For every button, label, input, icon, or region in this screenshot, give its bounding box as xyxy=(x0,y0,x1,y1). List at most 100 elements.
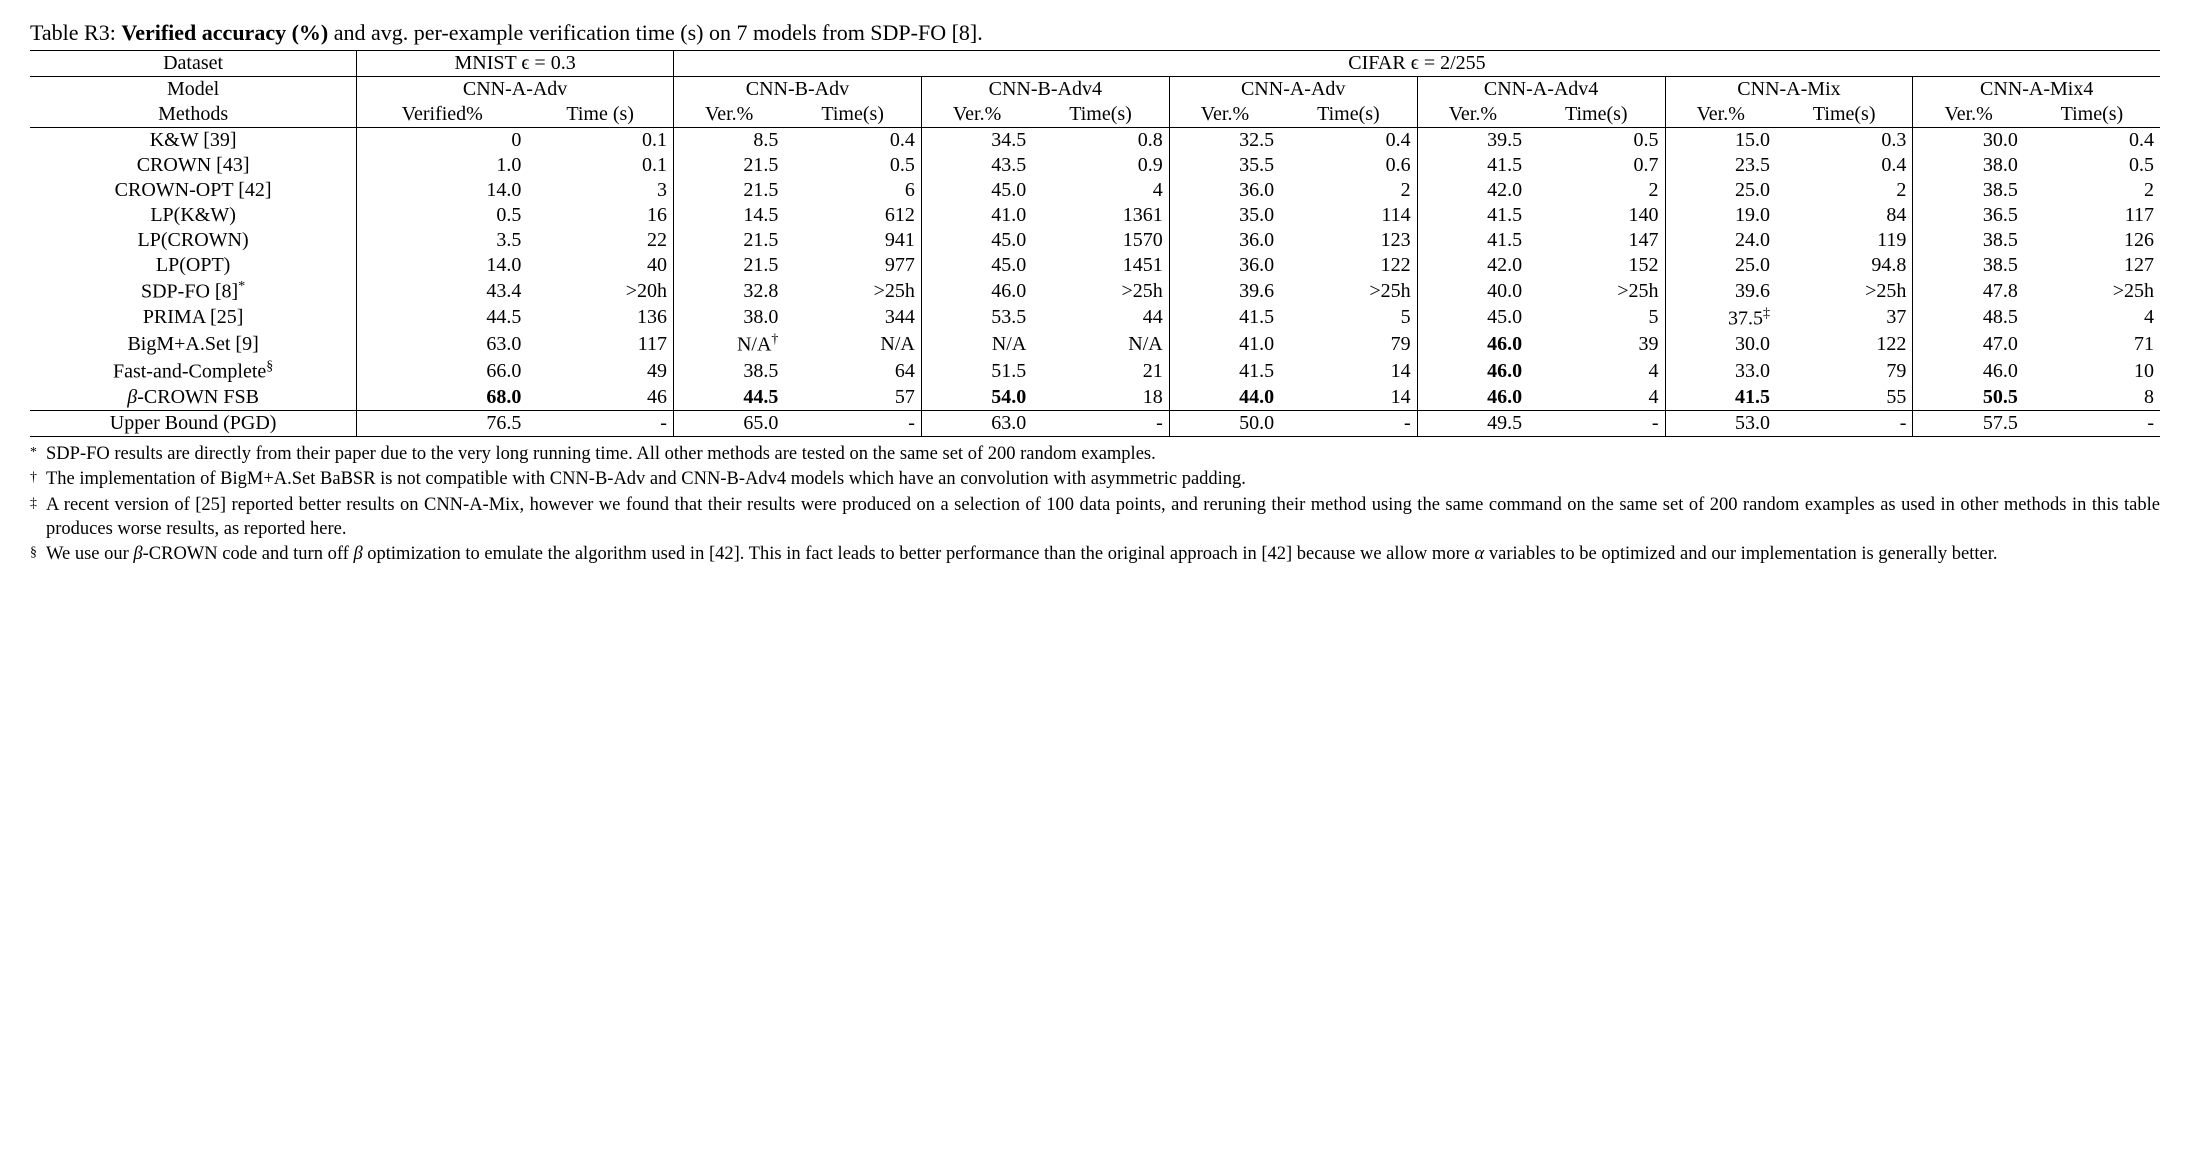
method-name: LP(OPT) xyxy=(30,253,357,278)
cell: 3.5 xyxy=(357,228,528,253)
cell: 41.0 xyxy=(1169,331,1280,358)
cell: 46.0 xyxy=(1913,358,2024,385)
cell: 3 xyxy=(527,178,673,203)
cell: 41.5 xyxy=(1169,358,1280,385)
cell: 0.6 xyxy=(1280,153,1417,178)
sub-ver-2: Ver.% xyxy=(921,102,1032,128)
cell: 32.5 xyxy=(1169,128,1280,154)
cell: 46 xyxy=(527,385,673,411)
sub-time-3: Time(s) xyxy=(1280,102,1417,128)
cell: 14.5 xyxy=(673,203,784,228)
cell: >25h xyxy=(784,278,921,305)
cell: 2 xyxy=(1776,178,1913,203)
cell: 34.5 xyxy=(921,128,1032,154)
results-table: Dataset MNIST ϵ = 0.3 CIFAR ϵ = 2/255 Mo… xyxy=(30,50,2160,437)
footnote-mark: † xyxy=(30,468,46,492)
footnote-mark: § xyxy=(30,543,46,567)
cell: 21.5 xyxy=(673,153,784,178)
cell: 0.5 xyxy=(1528,128,1665,154)
cell: 66.0 xyxy=(357,358,528,385)
cell: 94.8 xyxy=(1776,253,1913,278)
cell: 36.0 xyxy=(1169,178,1280,203)
cell: 117 xyxy=(2024,203,2160,228)
cell: 49 xyxy=(527,358,673,385)
cell: 36.0 xyxy=(1169,228,1280,253)
cell: 79 xyxy=(1280,331,1417,358)
cell: 38.5 xyxy=(1913,228,2024,253)
method-name: LP(K&W) xyxy=(30,203,357,228)
cell: 38.5 xyxy=(673,358,784,385)
cell: 71 xyxy=(2024,331,2160,358)
cell: 64 xyxy=(784,358,921,385)
footnote-mark: ‡ xyxy=(30,494,46,541)
cell: 79 xyxy=(1776,358,1913,385)
footnote-text: A recent version of [25] reported better… xyxy=(46,494,2160,541)
cell: 122 xyxy=(1280,253,1417,278)
cell: 4 xyxy=(1528,358,1665,385)
cell: 0.1 xyxy=(527,153,673,178)
cell: 16 xyxy=(527,203,673,228)
sub-ver-0: Verified% xyxy=(357,102,528,128)
table-row: CROWN [43]1.00.121.50.543.50.935.50.641.… xyxy=(30,153,2160,178)
cell: 47.8 xyxy=(1913,278,2024,305)
table-row: SDP-FO [8]*43.4>20h32.8>25h46.0>25h39.6>… xyxy=(30,278,2160,305)
method-name: PRIMA [25] xyxy=(30,305,357,332)
cell: 6 xyxy=(784,178,921,203)
cell: 344 xyxy=(784,305,921,332)
cell: 48.5 xyxy=(1913,305,2024,332)
cell: 4 xyxy=(1528,385,1665,411)
cell: 42.0 xyxy=(1417,178,1528,203)
cell: N/A xyxy=(1032,331,1169,358)
cell: 76.5 xyxy=(357,410,528,436)
cell: 44.5 xyxy=(673,385,784,411)
model-6: CNN-A-Mix4 xyxy=(1913,77,2160,103)
cell: 36.0 xyxy=(1169,253,1280,278)
cell: 4 xyxy=(1032,178,1169,203)
cell: 25.0 xyxy=(1665,178,1776,203)
cell: N/A xyxy=(784,331,921,358)
cell: 122 xyxy=(1776,331,1913,358)
footnote-mark: * xyxy=(30,443,46,467)
cell: >25h xyxy=(1528,278,1665,305)
cell: 1570 xyxy=(1032,228,1169,253)
sub-time-0: Time (s) xyxy=(527,102,673,128)
cell: - xyxy=(1776,410,1913,436)
cell: 54.0 xyxy=(921,385,1032,411)
cell: 53.0 xyxy=(1665,410,1776,436)
cell: 1451 xyxy=(1032,253,1169,278)
model-4: CNN-A-Adv4 xyxy=(1417,77,1665,103)
cell: - xyxy=(2024,410,2160,436)
cell: 25.0 xyxy=(1665,253,1776,278)
cell: - xyxy=(1528,410,1665,436)
sub-ver-5: Ver.% xyxy=(1665,102,1776,128)
sub-ver-6: Ver.% xyxy=(1913,102,2024,128)
cell: 2 xyxy=(2024,178,2160,203)
method-name: Upper Bound (PGD) xyxy=(30,410,357,436)
footnote: *SDP-FO results are directly from their … xyxy=(30,443,2160,467)
cell: 50.5 xyxy=(1913,385,2024,411)
cell: 37 xyxy=(1776,305,1913,332)
method-name: BigM+A.Set [9] xyxy=(30,331,357,358)
mnist-header: MNIST ϵ = 0.3 xyxy=(357,51,674,77)
cell: 44.0 xyxy=(1169,385,1280,411)
cell: 612 xyxy=(784,203,921,228)
cell: 43.5 xyxy=(921,153,1032,178)
model-1: CNN-B-Adv xyxy=(673,77,921,103)
sub-time-4: Time(s) xyxy=(1528,102,1665,128)
cell: 38.5 xyxy=(1913,178,2024,203)
cell: 46.0 xyxy=(1417,385,1528,411)
methods-label: Methods xyxy=(30,102,357,128)
cell: 35.0 xyxy=(1169,203,1280,228)
cell: 49.5 xyxy=(1417,410,1528,436)
cell: 39 xyxy=(1528,331,1665,358)
table-row: β-CROWN FSB68.04644.55754.01844.01446.04… xyxy=(30,385,2160,411)
cell: 39.6 xyxy=(1665,278,1776,305)
cell: 4 xyxy=(2024,305,2160,332)
table-row: K&W [39]00.18.50.434.50.832.50.439.50.51… xyxy=(30,128,2160,154)
cell: 22 xyxy=(527,228,673,253)
caption-rest: and avg. per-example verification time (… xyxy=(328,20,983,45)
cell: 39.6 xyxy=(1169,278,1280,305)
cell: 0.3 xyxy=(1776,128,1913,154)
cell: 941 xyxy=(784,228,921,253)
footnote: §We use our β-CROWN code and turn off β … xyxy=(30,543,2160,567)
